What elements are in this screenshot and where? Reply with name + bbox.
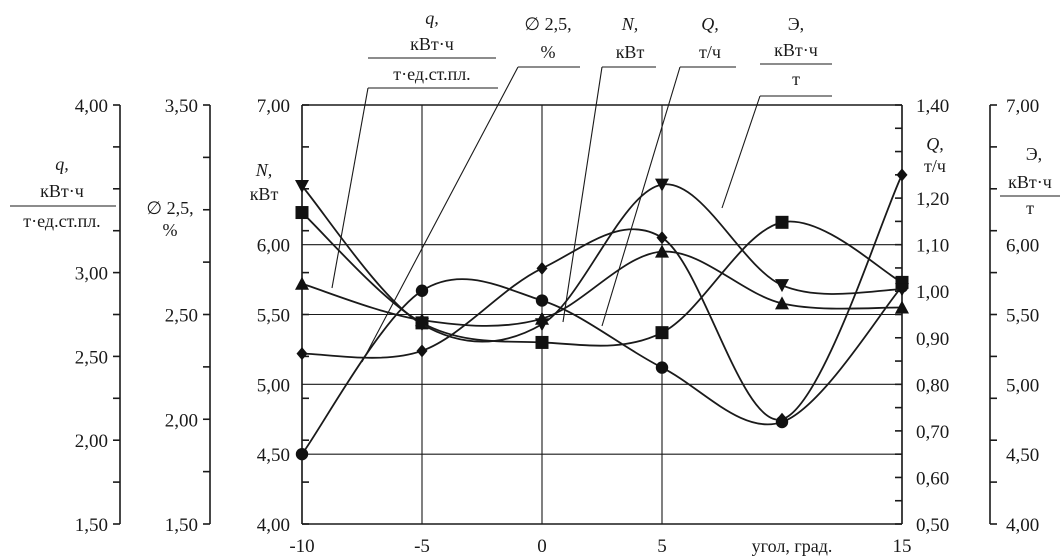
- series-marker-triangle-down: [415, 318, 429, 332]
- q-axis-unit-num: кВт·ч: [40, 181, 84, 201]
- series-marker-triangle: [295, 276, 309, 290]
- d-axis-symbol: ∅ 2,5,: [146, 198, 193, 218]
- d-axis-tick-label: 1,50: [165, 515, 198, 536]
- legend-leader-line: [562, 66, 603, 323]
- series-marker-circle: [415, 284, 429, 297]
- series-marker-diamond: [536, 261, 548, 275]
- series-marker-circle: [295, 447, 309, 461]
- series-marker-diamond: [776, 412, 788, 426]
- E-axis-unit-den: т: [1026, 198, 1034, 218]
- E-axis-unit-num: кВт·ч: [1008, 172, 1052, 192]
- series-marker-diamond: [416, 344, 428, 358]
- legend-d-symbol: ∅ 2,5,: [524, 14, 571, 34]
- E-axis-tick-label: 7,00: [1006, 96, 1039, 117]
- series-marker-triangle-down: [775, 279, 789, 293]
- N-axis-tick-label: 5,00: [257, 375, 290, 396]
- Q-axis-symbol: Q,: [926, 134, 944, 154]
- legend-leader-line: [721, 95, 761, 209]
- x-tick-label: -10: [289, 536, 314, 557]
- series-marker-diamond: [656, 231, 668, 245]
- legend-E-symbol: Э,: [788, 14, 804, 34]
- series-marker-triangle: [895, 300, 909, 314]
- d-axis-tick-label: 2,50: [165, 306, 198, 327]
- series-line-triangle-down: [301, 183, 903, 343]
- series-marker-square: [775, 215, 789, 229]
- Q-axis-tick-label: 0,70: [916, 422, 949, 443]
- series-marker-triangle: [655, 244, 669, 258]
- series-marker-diamond: [896, 168, 908, 182]
- Q-axis-unit: т/ч: [924, 156, 946, 176]
- legend-q-symbol: q,: [425, 8, 439, 28]
- Q-axis-tick-label: 0,60: [916, 468, 949, 489]
- series-line-circle: [301, 278, 903, 455]
- Q-axis-tick-label: 0,80: [916, 375, 949, 396]
- d-axis-unit: %: [163, 220, 178, 240]
- legend-leader-line: [331, 87, 369, 289]
- N-axis-tick-label: 7,00: [257, 96, 290, 117]
- legend-q-den: т·ед.ст.пл.: [393, 64, 470, 84]
- legend-leader-line: [361, 66, 519, 363]
- x-tick-label: 5: [657, 536, 667, 557]
- x-tick-label: -5: [414, 536, 430, 557]
- Q-axis-tick-label: 1,00: [916, 282, 949, 303]
- series-marker-diamond: [296, 347, 308, 361]
- N-axis-symbol: N,: [255, 160, 273, 180]
- series-marker-square: [295, 206, 309, 220]
- legend-Q-unit: т/ч: [699, 42, 721, 62]
- E-axis-tick-label: 5,50: [1006, 306, 1039, 327]
- q-axis-tick-label: 4,00: [75, 96, 108, 117]
- N-axis-tick-label: 4,00: [257, 515, 290, 536]
- E-axis-tick-label: 4,00: [1006, 515, 1039, 536]
- series-marker-triangle-down: [295, 180, 309, 194]
- E-axis-tick-label: 4,50: [1006, 445, 1039, 466]
- legend-E-den: т: [792, 69, 800, 89]
- series-marker-square: [655, 326, 669, 340]
- Q-axis-tick-label: 0,50: [916, 515, 949, 536]
- legend-N-unit: кВт: [616, 42, 645, 62]
- series-line-triangle: [301, 250, 903, 327]
- series-marker-triangle-down: [895, 283, 909, 297]
- legend-E-num: кВт·ч: [774, 40, 818, 60]
- E-axis-tick-label: 5,00: [1006, 375, 1039, 396]
- series-marker-triangle-down: [655, 178, 669, 192]
- legend-d-unit: %: [541, 42, 556, 62]
- legend-N-symbol: N,: [621, 14, 639, 34]
- E-axis-tick-label: 6,00: [1006, 236, 1039, 257]
- d-axis-tick-label: 2,00: [165, 410, 198, 431]
- series-line-diamond: [301, 174, 903, 421]
- x-tick-label: 0: [537, 536, 547, 557]
- Q-axis-tick-label: 1,10: [916, 236, 949, 257]
- d-axis-tick-label: 3,50: [165, 96, 198, 117]
- q-axis-tick-label: 3,00: [75, 264, 108, 285]
- legend-Q-symbol: Q,: [701, 14, 719, 34]
- series-marker-triangle: [775, 296, 789, 310]
- Q-axis-tick-label: 0,90: [916, 329, 949, 350]
- q-axis-tick-label: 2,50: [75, 347, 108, 368]
- N-axis-unit: кВт: [250, 184, 279, 204]
- series-marker-circle: [655, 361, 669, 374]
- q-axis-symbol: q,: [55, 154, 69, 174]
- x-axis-label: угол, град.: [752, 536, 833, 556]
- series-marker-circle: [535, 294, 549, 307]
- E-axis-symbol: Э,: [1026, 144, 1042, 164]
- N-axis-tick-label: 6,00: [257, 236, 290, 257]
- q-axis-tick-label: 1,50: [75, 515, 108, 536]
- N-axis-tick-label: 5,50: [257, 306, 290, 327]
- Q-axis-tick-label: 1,40: [916, 96, 949, 117]
- q-axis-unit-den: т·ед.ст.пл.: [23, 211, 100, 231]
- N-axis-tick-label: 4,50: [257, 445, 290, 466]
- legend-q-num: кВт·ч: [410, 34, 454, 54]
- q-axis-tick-label: 2,00: [75, 431, 108, 452]
- Q-axis-tick-label: 1,20: [916, 189, 949, 210]
- series-marker-square: [535, 335, 549, 349]
- x-tick-label: 15: [893, 536, 912, 557]
- series-marker-triangle-down: [535, 318, 549, 332]
